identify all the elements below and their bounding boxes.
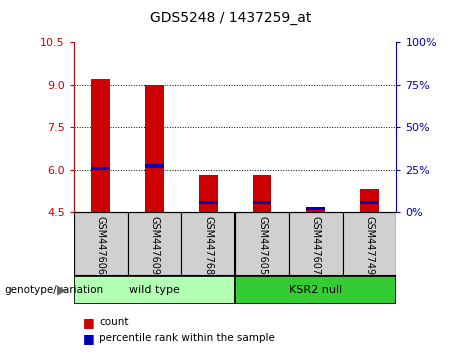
Bar: [145, 85, 164, 212]
Text: GSM447609: GSM447609: [149, 216, 160, 275]
Bar: [145, 164, 164, 168]
Bar: [253, 175, 272, 212]
Text: GSM447768: GSM447768: [203, 216, 213, 275]
Text: wild type: wild type: [129, 285, 180, 295]
Bar: [360, 189, 379, 212]
Bar: [235, 276, 396, 304]
Bar: [181, 212, 235, 276]
Bar: [253, 201, 272, 205]
Bar: [307, 207, 325, 210]
Text: percentile rank within the sample: percentile rank within the sample: [99, 333, 275, 343]
Text: KSR2 null: KSR2 null: [289, 285, 343, 295]
Bar: [343, 212, 396, 276]
Text: GSM447606: GSM447606: [95, 216, 106, 275]
Text: ▶: ▶: [58, 284, 67, 297]
Bar: [360, 201, 379, 205]
Bar: [74, 276, 235, 304]
Bar: [91, 79, 110, 212]
Text: GSM447607: GSM447607: [311, 216, 321, 275]
Bar: [235, 212, 289, 276]
Bar: [289, 212, 343, 276]
Text: genotype/variation: genotype/variation: [5, 285, 104, 295]
Text: GSM447749: GSM447749: [365, 216, 375, 275]
Text: GSM447605: GSM447605: [257, 216, 267, 275]
Text: GDS5248 / 1437259_at: GDS5248 / 1437259_at: [150, 11, 311, 25]
Bar: [91, 167, 110, 171]
Bar: [74, 212, 128, 276]
Bar: [307, 208, 325, 212]
Text: ■: ■: [83, 316, 95, 329]
Bar: [128, 212, 181, 276]
Text: ■: ■: [83, 332, 95, 344]
Text: count: count: [99, 317, 129, 327]
Bar: [199, 201, 218, 205]
Bar: [199, 175, 218, 212]
